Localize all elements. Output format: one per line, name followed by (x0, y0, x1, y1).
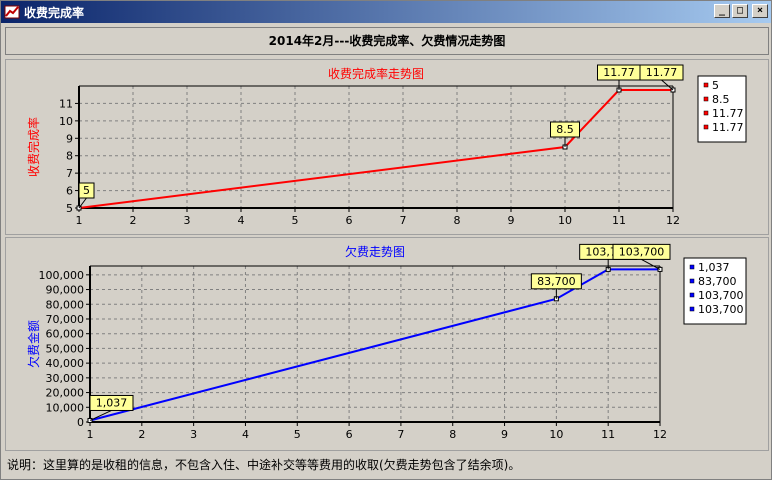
y-tick-label: 50,000 (46, 342, 85, 355)
x-tick-label: 4 (238, 214, 245, 227)
x-tick-label: 11 (612, 214, 626, 227)
legend-marker (703, 124, 709, 130)
x-tick-label: 12 (653, 428, 667, 441)
legend-marker (689, 278, 695, 284)
legend-box (683, 257, 747, 325)
data-label-box (78, 182, 95, 199)
y-tick-label: 90,000 (46, 284, 85, 297)
data-label-leader (661, 79, 674, 91)
x-tick-label: 8 (449, 428, 456, 441)
arrears-chart-panel: 欠费走势图 欠费金额 1 2 3 4 5 6 7 8 9 10 11 12 0 10,000 20,000 30,… (5, 237, 769, 451)
data-label-box (89, 394, 134, 411)
y-axis-label: 欠费金额 (26, 320, 41, 368)
x-tick-label: 7 (400, 214, 407, 227)
legend-marker (689, 306, 695, 312)
completion-rate-chart-panel: 收费完成率走势图 收费完成率 1 2 3 4 5 6 7 8 9 10 11 12 5 6 7 8 9 10 11 5 8.… (5, 59, 769, 235)
y-tick-label: 5 (66, 202, 73, 215)
y-tick-label: 20,000 (46, 387, 85, 400)
data-label-box (550, 121, 580, 138)
x-tick-label: 1 (87, 428, 94, 441)
app-chart-icon (4, 4, 20, 20)
y-tick-label: 6 (66, 185, 73, 198)
data-label: 5 (83, 184, 90, 197)
data-label-box (612, 243, 671, 260)
data-label-box (530, 273, 582, 290)
x-tick-label: 8 (454, 214, 461, 227)
y-tick-label: 11 (59, 97, 73, 110)
x-tick-label: 4 (242, 428, 249, 441)
plot-area (79, 86, 673, 208)
data-label: 83,700 (537, 275, 576, 288)
data-label-leader (89, 410, 112, 421)
x-tick-label: 10 (549, 428, 563, 441)
x-tick-label: 7 (397, 428, 404, 441)
data-point (670, 87, 676, 93)
legend-marker (703, 96, 709, 102)
data-point (657, 266, 663, 272)
y-tick-label: 10 (59, 115, 73, 128)
data-label: 11.77 (603, 66, 635, 79)
y-tick-label: 10,000 (46, 401, 85, 414)
data-label-box (639, 64, 684, 81)
legend-entry: 5 (712, 79, 719, 92)
x-tick-label: 10 (558, 214, 572, 227)
legend-marker (703, 82, 709, 88)
y-tick-label: 70,000 (46, 313, 85, 326)
x-tick-label: 5 (294, 428, 301, 441)
series-line (89, 268, 660, 422)
title-bar[interactable]: 收费完成率 _ □ × (1, 1, 771, 23)
y-axis-label: 收费完成率 (26, 117, 41, 177)
legend-entry: 11.77 (712, 107, 744, 120)
y-tick-label: 0 (77, 416, 84, 429)
x-tick-label: 11 (601, 428, 615, 441)
y-tick-label: 30,000 (46, 372, 85, 385)
legend-entry: 11.77 (712, 121, 744, 134)
x-tick-label: 2 (138, 428, 145, 441)
x-tick-label: 3 (184, 214, 191, 227)
window-title: 收费完成率 (24, 5, 85, 20)
legend-marker (689, 264, 695, 270)
data-label: 8.5 (556, 123, 574, 136)
data-label-leader (641, 258, 661, 270)
x-tick-label: 12 (666, 214, 680, 227)
legend-entry: 8.5 (712, 93, 730, 106)
x-tick-label: 2 (130, 214, 137, 227)
data-label: 11.77 (646, 66, 678, 79)
y-tick-label: 60,000 (46, 328, 85, 341)
y-tick-label: 7 (66, 167, 73, 180)
y-tick-label: 100,000 (39, 269, 85, 282)
x-tick-label: 5 (292, 214, 299, 227)
y-tick-label: 40,000 (46, 357, 85, 370)
data-label-leader (78, 197, 87, 209)
maximize-button[interactable]: □ (732, 4, 748, 18)
x-tick-label: 9 (508, 214, 515, 227)
minimize-button[interactable]: _ (714, 4, 730, 18)
x-tick-label: 9 (501, 428, 508, 441)
data-label: 1,037 (96, 396, 128, 409)
chart-title: 欠费走势图 (345, 244, 405, 259)
x-tick-label: 6 (346, 214, 353, 227)
legend-entry: 103,700 (698, 303, 744, 316)
y-tick-label: 8 (66, 150, 73, 163)
x-tick-label: 6 (346, 428, 353, 441)
x-tick-label: 1 (76, 214, 83, 227)
legend-marker (703, 110, 709, 116)
legend-entry: 83,700 (698, 275, 737, 288)
series-line (78, 89, 673, 209)
y-tick-label: 80,000 (46, 298, 85, 311)
x-tick-label: 3 (190, 428, 197, 441)
footer-note: 说明：这里算的是收租的信息，不包含入住、中途补交等等费用的收取(欠费走势包含了结… (7, 458, 521, 472)
legend-entry: 1,037 (698, 261, 730, 274)
legend-entry: 103,700 (698, 289, 744, 302)
close-button[interactable]: × (752, 4, 768, 18)
y-tick-label: 9 (66, 132, 73, 145)
legend-marker (689, 292, 695, 298)
chart-title: 收费完成率走势图 (328, 66, 424, 81)
data-label: 103,700 (619, 245, 665, 258)
report-title: 2014年2月---收费完成率、欠费情况走势图 (5, 27, 769, 55)
